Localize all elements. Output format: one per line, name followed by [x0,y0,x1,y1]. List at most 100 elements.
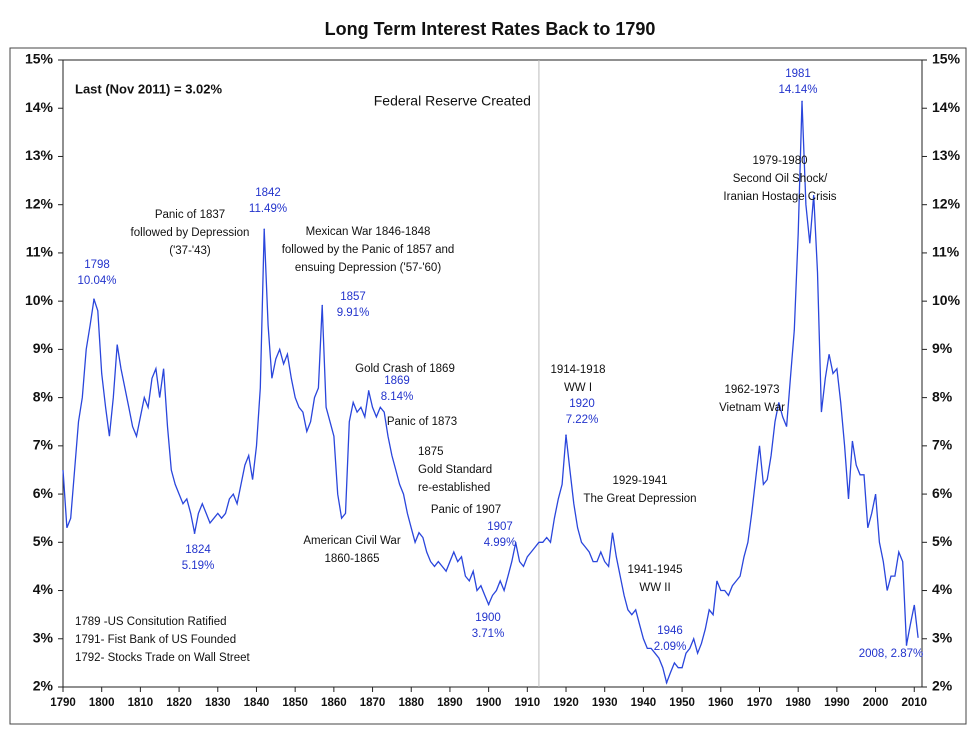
x-tick-label: 1940 [631,697,657,709]
y-tick-label: 10% [25,292,54,308]
x-tick-label: 1950 [669,697,695,709]
y-tick-label: 12% [25,195,54,211]
y-tick-label: 6% [33,485,54,501]
y2-tick-label: 4% [932,581,953,597]
peak-label: 4.99% [484,537,517,549]
annotation: Panic of 1907 [431,504,501,516]
y2-tick-label: 3% [932,629,953,645]
x-tick-label: 1830 [205,697,231,709]
annotation: Iranian Hostage Crisis [723,191,836,203]
annotation: 1792- Stocks Trade on Wall Street [75,652,251,664]
annotation: 1914-1918 [551,364,606,376]
peak-label: 1798 [84,259,110,271]
annotation: 1791- Fist Bank of US Founded [75,634,236,646]
peak-marker [321,304,324,307]
peak-label: 1900 [475,612,501,624]
annotation: Vietnam War [719,402,785,414]
peak-marker [665,681,668,684]
annotation: ensuing Depression ('57-'60) [295,262,441,274]
peak-marker [905,644,908,646]
peak-label: 2008, 2.87% [859,648,924,660]
y-tick-label: 3% [33,629,54,645]
peak-label: 11.49% [249,203,287,215]
y2-tick-label: 5% [932,533,953,549]
x-tick-label: 1990 [824,697,850,709]
annotation: Gold Standard [418,464,492,476]
peak-label: 1824 [185,544,211,556]
annotation: 1875 [418,446,444,458]
y2-tick-label: 10% [932,292,961,308]
y2-tick-label: 12% [932,195,961,211]
peak-label: 1842 [255,187,281,199]
y-tick-label: 9% [33,340,54,356]
peak-label: 14.14% [778,84,817,96]
peak-marker [514,541,517,544]
peak-label: 1869 [384,375,410,387]
y2-tick-label: 13% [932,147,961,163]
annotation: 1929-1941 [613,475,668,487]
x-tick-label: 1810 [128,697,154,709]
peak-marker [801,100,803,103]
last-label: Last (Nov 2011) = 3.02% [75,81,222,96]
y2-tick-label: 8% [932,388,953,404]
y-tick-label: 8% [33,388,54,404]
annotation: 1962-1973 [725,384,780,396]
peak-label: 7.22% [566,414,599,426]
x-tick-label: 2000 [863,697,889,709]
peak-marker [263,228,266,231]
annotation: WW I [564,382,592,394]
y-tick-label: 7% [33,437,54,453]
x-tick-label: 1790 [50,697,76,709]
annotation: American Civil War [303,535,401,547]
x-tick-label: 1920 [553,697,579,709]
x-tick-label: 1860 [321,697,347,709]
annotation: Panic of 1837 [155,209,225,221]
y-tick-label: 11% [26,244,54,260]
x-tick-label: 1800 [89,697,115,709]
annotation: 1860-1865 [325,553,380,565]
y-tick-label: 2% [33,678,54,694]
x-tick-label: 2010 [901,697,927,709]
y-tick-label: 15% [25,51,54,67]
x-tick-label: 1980 [785,697,811,709]
x-tick-label: 1820 [166,697,192,709]
annotation: WW II [639,582,670,594]
annotation: 1789 -US Consitution Ratified [75,616,227,628]
peak-marker [367,390,370,392]
y2-tick-label: 2% [932,678,953,694]
peak-marker [93,298,95,301]
y-tick-label: 4% [33,581,54,597]
y2-tick-label: 7% [932,437,953,453]
peak-label: 2.09% [654,641,687,653]
annotation: Panic of 1873 [387,416,457,428]
peak-label: 1981 [785,68,811,80]
peak-label: 8.14% [381,391,414,403]
peak-label: 1907 [487,521,513,533]
x-tick-label: 1880 [398,697,424,709]
annotation: Second Oil Shock/ [733,173,828,185]
y2-tick-label: 6% [932,485,953,501]
annotation: 1979-1980 [753,155,808,167]
annotation: ('37-'43) [169,245,211,257]
rate-line [62,101,919,685]
y2-tick-label: 9% [932,340,953,356]
y-tick-label: 14% [25,99,54,115]
x-tick-label: 1960 [708,697,734,709]
annotation: 1941-1945 [628,564,683,576]
peak-label: 1857 [340,291,366,303]
chart-title: Long Term Interest Rates Back to 1790 [325,19,656,39]
peak-label: 10.04% [77,275,116,287]
x-tick-label: 1890 [437,697,463,709]
peak-label: 3.71% [472,628,505,640]
peak-label: 9.91% [337,307,370,319]
peak-marker [565,434,567,437]
outer-frame [9,47,967,725]
y2-tick-label: 11% [932,244,960,260]
peak-label: 1920 [569,398,595,410]
peak-marker [193,532,196,534]
x-tick-label: 1870 [360,697,386,709]
annotation: Gold Crash of 1869 [355,363,455,375]
annotation: re-established [418,482,490,494]
x-tick-label: 1930 [592,697,618,709]
